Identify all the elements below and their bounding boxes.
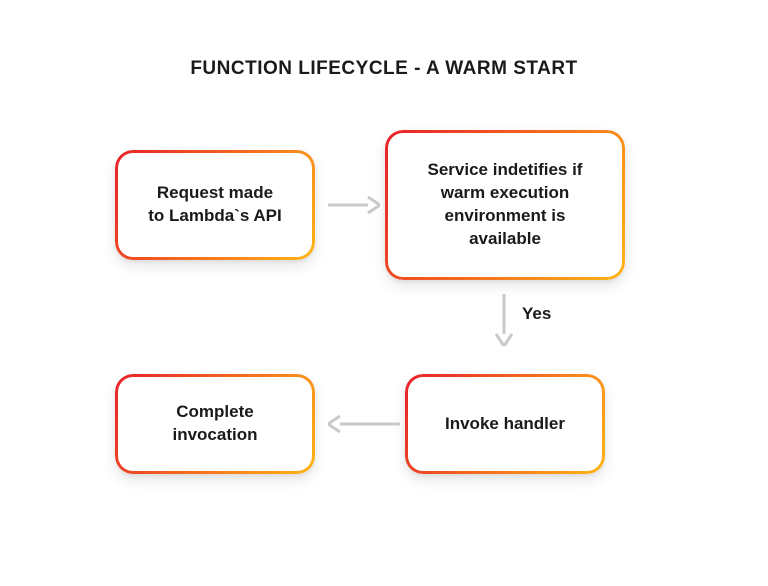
node-complete: Completeinvocation bbox=[115, 374, 315, 474]
arrow-left-icon bbox=[328, 412, 400, 436]
node-identify-label: Service indetifies ifwarm executionenvir… bbox=[428, 159, 583, 251]
node-invoke: Invoke handler bbox=[405, 374, 605, 474]
node-request-label: Request madeto Lambda`s API bbox=[148, 182, 282, 228]
node-identify: Service indetifies ifwarm executionenvir… bbox=[385, 130, 625, 280]
node-request: Request madeto Lambda`s API bbox=[115, 150, 315, 260]
page-title: FUNCTION LIFECYCLE - A WARM START bbox=[0, 58, 768, 80]
node-complete-label: Completeinvocation bbox=[172, 401, 257, 447]
edge-label-yes: Yes bbox=[522, 304, 551, 324]
arrow-down-icon bbox=[492, 294, 516, 346]
node-invoke-label: Invoke handler bbox=[445, 413, 565, 436]
arrow-right-icon bbox=[328, 193, 380, 217]
